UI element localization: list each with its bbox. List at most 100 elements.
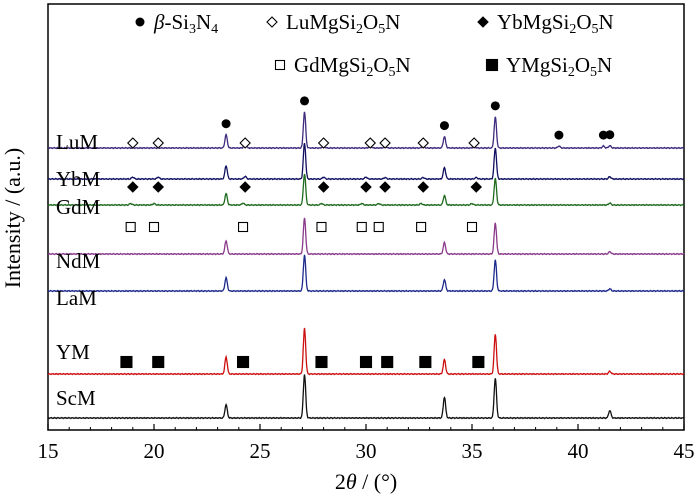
series-line-ndm: [47, 217, 685, 256]
legend-label: GdMgSi2O5N: [294, 53, 411, 80]
legend-label: β-Si3N4: [153, 10, 218, 37]
marker-filled-square: [152, 355, 165, 369]
marker-open-diamond: [152, 137, 165, 149]
sample-label-scm: ScM: [56, 386, 96, 410]
legend-label-part: β: [153, 10, 165, 34]
legend-label-part: YMgSi: [506, 53, 568, 77]
x-tick-label: 15: [38, 439, 59, 463]
sample-label-ndm: NdM: [56, 249, 101, 273]
marker-filled-diamond: [360, 181, 372, 193]
legend-label-part: 2: [366, 65, 373, 80]
sample-label-ym: YM: [56, 340, 90, 364]
series-line-ym: [47, 327, 685, 376]
marker-open-diamond: [364, 137, 377, 149]
marker-filled-diamond: [127, 181, 139, 193]
marker-open-diamond: [239, 137, 251, 149]
marker-filled-circle: [605, 130, 615, 140]
x-tick-label: 40: [568, 439, 589, 463]
marker-open-diamond: [417, 137, 430, 149]
x-axis-label-unit: / (°): [357, 469, 398, 494]
legend-label: LuMgSi2O5N: [286, 10, 400, 37]
x-axis-label-prefix: 2: [335, 469, 346, 494]
marker-filled-circle: [300, 96, 310, 106]
legend-label-part: -Si: [164, 10, 189, 34]
y-axis-label: Intensity / (a.u.): [0, 148, 25, 289]
legend-label: YMgSi2O5N: [506, 53, 612, 80]
x-tick-label: 35: [462, 439, 483, 463]
x-tick-label: 45: [674, 439, 695, 463]
marker-open-square: [356, 221, 367, 233]
legend-marker-filled-circle: [135, 17, 145, 27]
marker-filled-square: [236, 355, 250, 369]
legend-label-part: 5: [389, 65, 396, 80]
marker-open-diamond: [468, 137, 480, 149]
legend-label-part: LuMgSi: [286, 10, 356, 34]
legend-label-part: 3: [189, 22, 196, 37]
marker-open-diamond: [317, 137, 330, 149]
sample-labels-layer: LuM YbM GdM NdM LaM YM ScM: [56, 130, 101, 410]
marker-filled-diamond: [152, 181, 165, 193]
sample-label-lam: LaM: [56, 286, 97, 310]
marker-open-diamond: [127, 137, 139, 149]
marker-filled-diamond: [417, 181, 430, 193]
marker-filled-circle: [490, 101, 500, 111]
marker-filled-circle: [439, 121, 449, 131]
legend-label-part: YbMgSi: [497, 10, 570, 34]
marker-filled-square: [315, 355, 328, 369]
marker-filled-square: [120, 355, 133, 369]
legend-label-part: N: [599, 10, 614, 34]
marker-filled-circle: [554, 130, 564, 140]
legend-label-part: GdMgSi: [294, 53, 367, 77]
legend-label-part: N: [196, 10, 211, 34]
legend-label-part: O: [575, 53, 590, 77]
marker-open-diamond: [379, 137, 391, 149]
legend-label: YbMgSi2O5N: [497, 10, 614, 37]
series-line-ybm: [47, 142, 685, 181]
legend-label-part: O: [363, 10, 378, 34]
legend-label-part: N: [597, 53, 612, 77]
sample-label-lum: LuM: [56, 130, 98, 154]
x-tick-label: 20: [144, 439, 165, 463]
legend-label-part: O: [373, 53, 388, 77]
legend-label-part: 5: [590, 65, 597, 80]
marker-open-square: [373, 221, 384, 233]
sample-label-ybm: YbM: [56, 167, 101, 191]
series-line-scm: [47, 374, 685, 420]
sample-label-gdm: GdM: [56, 195, 101, 219]
legend-marker-filled-square: [485, 58, 499, 72]
legend-label-part: O: [576, 10, 591, 34]
marker-filled-square: [381, 355, 394, 369]
marker-filled-square: [472, 355, 485, 369]
marker-filled-diamond: [317, 181, 330, 193]
x-axis-ticks: 15 20 25 30 35 40 45: [38, 424, 695, 463]
legend-label-part: 2: [569, 22, 576, 37]
legend-marker-filled-diamond: [477, 16, 489, 28]
marker-open-square: [316, 221, 327, 233]
marker-filled-diamond: [239, 181, 251, 193]
marker-open-square: [125, 221, 136, 233]
marker-open-square: [237, 221, 249, 233]
series-line-gdm: [47, 173, 685, 207]
legend-label-part: 2: [568, 65, 575, 80]
marker-filled-diamond: [379, 181, 391, 193]
curves-layer: [47, 111, 685, 420]
markers-layer: [120, 96, 615, 369]
legend-marker-open-diamond: [266, 16, 278, 28]
legend-label-part: 5: [592, 22, 599, 37]
marker-filled-diamond: [470, 181, 483, 193]
marker-filled-circle: [221, 119, 231, 129]
legend-label-part: 4: [211, 22, 218, 37]
marker-open-square: [466, 221, 478, 233]
marker-filled-square: [359, 355, 373, 369]
series-line-lam: [47, 254, 685, 293]
legend-label-part: N: [396, 53, 411, 77]
marker-open-square: [148, 221, 160, 233]
legend-label-part: 5: [378, 22, 385, 37]
marker-filled-square: [419, 355, 432, 369]
x-tick-label: 25: [250, 439, 271, 463]
legend-label-part: 2: [356, 22, 363, 37]
marker-filled-circle: [598, 130, 608, 140]
marker-open-square: [416, 221, 427, 233]
